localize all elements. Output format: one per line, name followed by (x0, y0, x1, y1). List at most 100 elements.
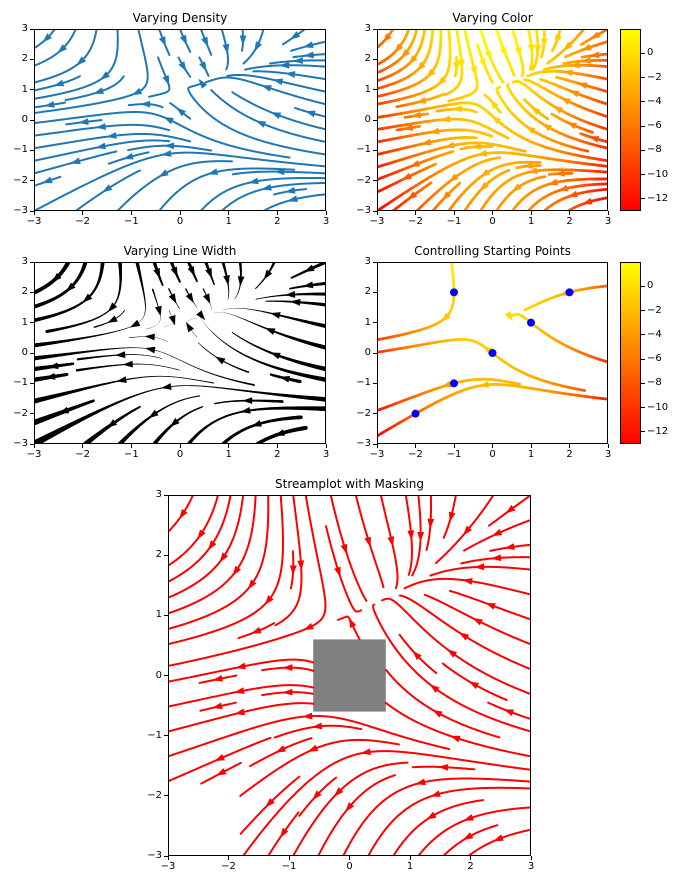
colorbar-starting-points: 0 −2 −4 −6 −8 −10 −12 (620, 262, 668, 444)
x-tick-label: −3 (369, 216, 385, 227)
colorbar-tick-label: −10 (647, 401, 669, 413)
subplot-title: Streamplot with Masking (275, 477, 424, 491)
colorbar-tick-mark (641, 431, 645, 433)
x-tick-mark (409, 856, 411, 860)
x-tick-mark (470, 856, 471, 860)
x-tick-label: −1 (123, 449, 139, 460)
colorbar-tick-mark (641, 52, 645, 54)
x-tick-label: −2 (75, 449, 91, 460)
x-tick-label: 2 (566, 216, 573, 227)
x-tick-label: −3 (26, 449, 42, 460)
x-tick-label: 1 (225, 449, 232, 460)
x-tick-label: 0 (346, 861, 353, 872)
x-tick-label: 0 (489, 216, 496, 227)
y-tick-label: −3 (356, 205, 371, 216)
y-tick-label: −2 (356, 407, 371, 419)
y-tick-label: 2 (21, 286, 28, 298)
y-tick-label: −1 (13, 144, 28, 156)
colorbar-tick-mark (641, 198, 645, 200)
y-tick-label: 1 (155, 609, 162, 621)
x-tick-label: −2 (75, 216, 91, 227)
colorbar-varying-color: 0 −2 −4 −6 −8 −10 −12 (620, 29, 668, 211)
x-tick-mark (415, 444, 416, 448)
y-tick-label: −2 (147, 789, 162, 801)
y-tick-label: 3 (155, 489, 162, 500)
y-tick-label: 3 (364, 256, 371, 267)
x-tick-label: −1 (446, 449, 462, 460)
colorbar-tick-mark (641, 125, 645, 127)
x-tick-mark (82, 211, 84, 215)
x-tick-label: 0 (176, 449, 184, 460)
colorbar-tick-label: −8 (647, 377, 662, 389)
y-tick-label: 1 (21, 316, 28, 328)
colorbar-tick-mark (641, 310, 645, 312)
streamplot-canvas-linewidth (34, 262, 326, 444)
x-tick-mark (130, 444, 132, 448)
x-tick-label: −3 (369, 449, 385, 460)
x-tick-mark (376, 211, 378, 215)
y-tick-label: −2 (356, 174, 371, 186)
y-tick-label: −3 (13, 438, 28, 449)
subplot-varying-density: −3 −2 −1 0 1 2 3 −3 −2 −1 0 1 2 3 Varying Density (13, 12, 329, 227)
x-tick-mark (530, 211, 532, 215)
y-tick-label: −3 (356, 438, 371, 449)
y-tick-label: 1 (364, 83, 371, 95)
colorbar-tick-mark (641, 358, 645, 360)
subplot-controlling-starting-points: −3 −2 −1 0 1 2 3 −3 −2 −1 0 1 2 3 Controlling Startin… (356, 245, 611, 460)
x-tick-label: 1 (527, 449, 535, 460)
colorbar-tick-mark (641, 382, 645, 384)
x-tick-label: 3 (527, 861, 535, 872)
colorbar-tick-mark (641, 101, 645, 103)
streamplot-canvas-masking (168, 495, 531, 856)
y-tick-label: −1 (356, 144, 371, 156)
subplot-title: Controlling Starting Points (414, 244, 571, 258)
y-tick-label: 3 (21, 256, 28, 267)
x-tick-mark (228, 444, 230, 448)
x-tick-mark (276, 211, 278, 215)
x-tick-label: 0 (489, 449, 496, 460)
x-tick-label: −3 (26, 216, 42, 227)
x-tick-mark (415, 211, 416, 215)
streamplot-canvas-color (377, 29, 608, 211)
x-tick-mark (569, 444, 570, 448)
colorbar-tick-mark (641, 334, 645, 336)
colorbar-tick-mark (641, 149, 645, 151)
x-tick-mark (607, 444, 609, 448)
colorbar-gradient (620, 29, 641, 211)
x-tick-label: −3 (160, 861, 176, 872)
x-tick-label: 2 (467, 861, 474, 872)
x-tick-mark (607, 211, 609, 215)
x-tick-label: 3 (322, 449, 330, 460)
y-tick-label: 1 (364, 316, 371, 328)
x-tick-label: 3 (604, 449, 612, 460)
y-tick-label: 0 (364, 347, 371, 358)
y-tick-label: 0 (155, 669, 162, 681)
x-tick-label: −1 (123, 216, 139, 227)
y-tick-label: −1 (356, 377, 371, 389)
x-tick-label: 1 (225, 216, 232, 227)
y-tick-label: −1 (13, 377, 28, 389)
x-tick-mark (349, 856, 350, 860)
streamplot-canvas-density (34, 29, 326, 211)
x-tick-label: −1 (446, 216, 462, 227)
x-tick-mark (130, 211, 132, 215)
subplot-title: Varying Line Width (123, 244, 237, 258)
x-tick-mark (167, 856, 169, 860)
colorbar-tick-label: −10 (647, 168, 669, 180)
x-tick-mark (530, 856, 532, 860)
x-tick-label: 0 (176, 216, 184, 227)
colorbar-tick-label: −12 (647, 425, 669, 437)
subplot-title: Varying Color (452, 11, 533, 25)
colorbar-tick-label: −2 (647, 71, 662, 83)
colorbar-tick-label: −2 (647, 304, 662, 316)
x-tick-mark (530, 444, 532, 448)
x-tick-label: 3 (604, 216, 612, 227)
x-tick-label: 1 (527, 216, 535, 227)
x-tick-mark (179, 211, 181, 215)
subplot-varying-line-width: −3 −2 −1 0 1 2 3 −3 −2 −1 0 1 2 3 Varying Line Width (13, 245, 329, 460)
x-tick-mark (453, 211, 455, 215)
x-tick-mark (492, 211, 493, 215)
colorbar-tick-label: −8 (647, 144, 662, 156)
x-tick-label: 2 (274, 216, 281, 227)
colorbar-tick-label: −6 (647, 353, 662, 365)
